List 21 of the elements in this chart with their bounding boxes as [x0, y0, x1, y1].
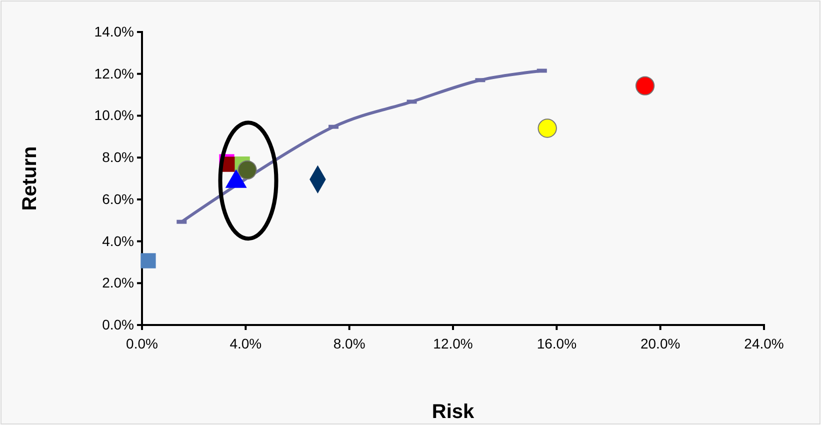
- x-tick-label: 16.0%: [536, 335, 577, 352]
- x-tick-label: 4.0%: [230, 335, 262, 352]
- y-axis-title: Return: [19, 146, 41, 211]
- x-tick-label: 8.0%: [333, 335, 366, 352]
- y-tick-label: 4.0%: [102, 232, 134, 249]
- point: [140, 253, 156, 268]
- x-axis-title: Risk: [432, 401, 475, 423]
- point: [538, 118, 557, 138]
- y-tick-label: 12.0%: [94, 65, 134, 82]
- y-tick-label: 14.0%: [94, 23, 134, 40]
- point: [238, 160, 257, 180]
- point: [635, 76, 655, 96]
- y-tick-label: 10.0%: [94, 107, 134, 124]
- y-tick-label: 8.0%: [102, 149, 134, 166]
- x-tick-label: 0.0%: [126, 335, 158, 352]
- y-tick-label: 2.0%: [102, 274, 134, 291]
- x-tick-label: 12.0%: [433, 335, 473, 352]
- y-tick-label: 6.0%: [102, 190, 134, 207]
- x-tick-label: 24.0%: [744, 335, 784, 352]
- x-tick-label: 20.0%: [640, 335, 680, 352]
- y-tick-label: 0.0%: [102, 316, 134, 332]
